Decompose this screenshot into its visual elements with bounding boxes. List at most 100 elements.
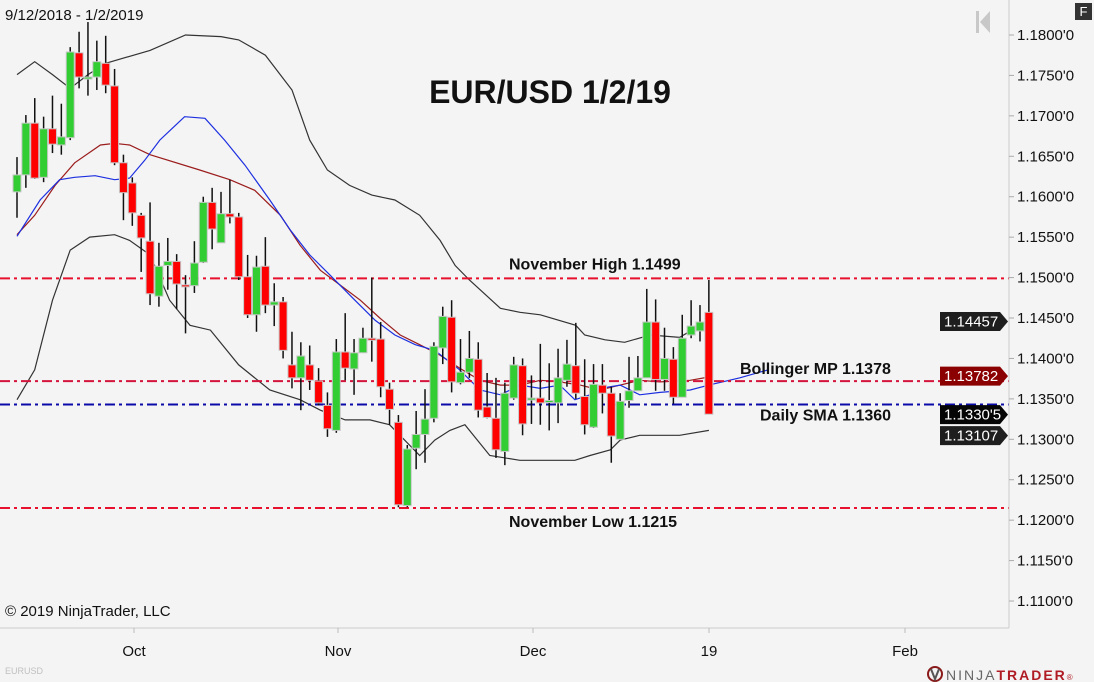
candle — [562, 339, 572, 387]
candle-body — [544, 399, 554, 403]
y-tick-label: 1.1450'0 — [1017, 310, 1074, 327]
candle-body — [154, 265, 164, 297]
candle-body — [207, 201, 217, 230]
y-tick-label: 1.1600'0 — [1017, 189, 1074, 206]
candle-body — [92, 61, 102, 78]
candle — [47, 95, 57, 154]
candle-body — [269, 301, 279, 306]
candle — [163, 237, 173, 290]
candle — [234, 212, 244, 281]
candle — [429, 342, 439, 423]
candle-body — [189, 262, 199, 287]
candle-body — [145, 240, 155, 295]
candle — [606, 386, 616, 463]
ninjatrader-logo: NINJATRADER® — [927, 666, 1073, 682]
candle — [668, 347, 678, 404]
candle-body — [606, 392, 616, 437]
candle — [535, 343, 545, 425]
y-tick-label: 1.1500'0 — [1017, 270, 1074, 287]
candle — [83, 22, 93, 96]
y-axis: 1.1800'0 1.1750'0 1.1700'0 1.1650'0 1.1600'0… — [1009, 27, 1074, 610]
candle-body — [420, 418, 430, 435]
candle — [642, 288, 652, 379]
candle-body — [260, 265, 270, 306]
candle-body — [695, 321, 705, 332]
candle-body — [296, 355, 306, 379]
candle — [580, 359, 590, 435]
x-axis: Oct Nov Dec 19 Feb — [122, 628, 918, 660]
f-button[interactable]: F — [1075, 3, 1092, 20]
candle-body — [118, 162, 128, 194]
candle — [597, 364, 607, 414]
candle-body — [21, 122, 31, 176]
candle — [651, 299, 661, 391]
x-tick-label: 19 — [701, 643, 718, 660]
candle-body — [278, 301, 288, 351]
candle — [402, 444, 412, 508]
candle — [287, 331, 297, 389]
candle — [110, 68, 120, 166]
candle — [127, 177, 137, 226]
candle — [260, 237, 270, 314]
price-tag-background — [940, 405, 1008, 425]
scroll-to-start-icon[interactable] — [976, 11, 990, 33]
candle — [660, 327, 670, 391]
candle — [509, 356, 519, 400]
candle-body — [251, 266, 261, 316]
candle — [544, 363, 554, 431]
y-tick-label: 1.1150'0 — [1017, 553, 1073, 570]
candle — [181, 275, 191, 334]
candle — [340, 313, 350, 381]
candle — [456, 339, 465, 385]
candle-group — [12, 22, 714, 508]
y-tick-label: 1.1700'0 — [1017, 108, 1074, 125]
candle-body — [172, 260, 182, 285]
candle — [278, 296, 288, 359]
price-tag-background — [940, 311, 1008, 331]
candle — [92, 40, 102, 90]
candle — [21, 115, 31, 188]
candle — [136, 212, 146, 272]
candle — [500, 382, 510, 466]
chart-title: EUR/USD 1/2/19 — [429, 74, 671, 110]
candle — [589, 364, 599, 428]
candle — [393, 415, 403, 508]
candle-body — [127, 182, 137, 214]
candle-body — [243, 276, 253, 316]
candle — [30, 98, 40, 179]
y-tick-label: 1.1350'0 — [1017, 391, 1074, 408]
x-tick-label: Feb — [892, 643, 918, 660]
candle-body — [110, 85, 120, 164]
candle — [411, 410, 421, 470]
candle-body — [56, 136, 66, 146]
candle — [322, 392, 332, 437]
candle-body — [12, 174, 22, 193]
candle — [518, 358, 528, 436]
y-tick-label: 1.1400'0 — [1017, 350, 1074, 367]
level-label: Daily SMA 1.1360 — [760, 408, 891, 425]
x-tick-label: Oct — [122, 643, 146, 660]
y-tick-label: 1.1800'0 — [1017, 27, 1074, 44]
candle-body — [456, 371, 465, 384]
candle-body — [660, 357, 670, 380]
date-range: 9/12/2018 - 1/2/2019 — [5, 7, 143, 24]
candle — [216, 191, 226, 244]
candle-body — [234, 216, 244, 278]
candle-body — [677, 337, 687, 398]
candle — [704, 280, 714, 415]
price-tag: 1.13107 — [940, 426, 1008, 446]
price-tag-background — [940, 366, 1008, 386]
level-label: Bollinger MP 1.1378 — [740, 361, 891, 378]
candle — [39, 116, 49, 183]
candle-body — [500, 392, 510, 452]
candle-body — [518, 365, 528, 425]
candle — [553, 348, 563, 424]
candle — [464, 330, 474, 378]
candle-body — [464, 357, 474, 373]
candle-body — [704, 311, 714, 415]
moving-average-line — [16, 116, 769, 401]
candle — [296, 342, 306, 411]
candle — [686, 300, 696, 339]
